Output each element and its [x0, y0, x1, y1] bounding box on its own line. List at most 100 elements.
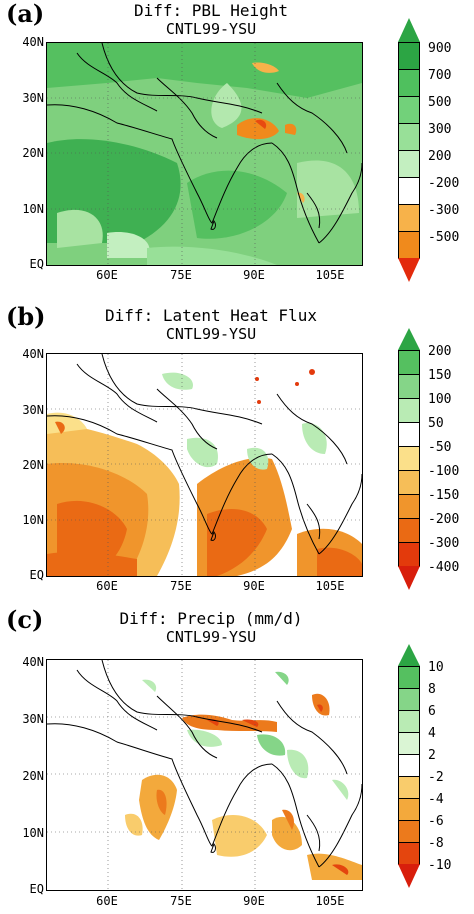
y-tick-label: 40N	[22, 347, 44, 361]
y-tick-label: EQ	[29, 568, 44, 582]
colorbar-label: 500	[428, 95, 452, 110]
y-tick-label: 10N	[22, 202, 44, 216]
colorbar-label: 100	[428, 392, 452, 407]
panel-title: Diff: Latent Heat Flux	[105, 306, 317, 325]
colorbar-segment	[398, 842, 420, 865]
colorbar-segment	[398, 798, 420, 821]
colorbar-label: 8	[428, 682, 436, 697]
panel-subtitle: CNTL99-YSU	[165, 20, 257, 38]
y-tick-label: 30N	[22, 712, 44, 726]
x-tick-label: 75E	[170, 894, 192, 908]
colorbar-segment	[398, 446, 420, 471]
y-tick-label: 40N	[22, 655, 44, 669]
colorbar	[398, 328, 420, 618]
colorbar-label: -6	[428, 814, 444, 829]
colorbar-segment	[398, 470, 420, 495]
y-tick-label: EQ	[29, 257, 44, 271]
colorbar-label: -100	[428, 464, 460, 479]
colorbar-label: -400	[428, 560, 460, 575]
x-tick-label: 60E	[96, 268, 118, 282]
x-tick-label: 60E	[96, 579, 118, 593]
colorbar-segment	[398, 518, 420, 543]
x-tick-label: 75E	[170, 579, 192, 593]
colorbar-segment	[398, 96, 420, 124]
map-field	[47, 660, 362, 890]
colorbar-label: -150	[428, 488, 460, 503]
colorbar-label: -200	[428, 512, 460, 527]
colorbar-label: 4	[428, 726, 436, 741]
colorbar-segment	[398, 542, 420, 567]
colorbar-segment	[398, 776, 420, 799]
y-tick-label: 30N	[22, 91, 44, 105]
x-tick-label: 105E	[315, 894, 345, 908]
colorbar-segment	[398, 231, 420, 259]
colorbar-segment	[398, 820, 420, 843]
panel-subtitle: CNTL99-YSU	[165, 628, 257, 646]
colorbar-label: -300	[428, 536, 460, 551]
y-tick-label: 20N	[22, 769, 44, 783]
colorbar-segment	[398, 710, 420, 733]
x-tick-label: 105E	[315, 579, 345, 593]
colorbar-segment	[398, 732, 420, 755]
y-tick-label: 30N	[22, 403, 44, 417]
colorbar-bottom-arrow	[398, 258, 420, 282]
panel-subtitle: CNTL99-YSU	[165, 325, 257, 343]
x-tick-label: 90E	[243, 268, 265, 282]
x-tick-label: 105E	[315, 268, 345, 282]
colorbar	[398, 18, 420, 303]
colorbar-segment	[398, 150, 420, 178]
colorbar-label: 150	[428, 368, 452, 383]
colorbar-segment	[398, 374, 420, 399]
x-tick-label: 90E	[243, 894, 265, 908]
colorbar-segment	[398, 350, 420, 375]
colorbar-segment	[398, 494, 420, 519]
y-tick-label: EQ	[29, 882, 44, 896]
colorbar-label: 300	[428, 122, 452, 137]
colorbar-top-arrow	[398, 644, 420, 666]
colorbar-label: -200	[428, 176, 460, 191]
x-tick-label: 90E	[243, 579, 265, 593]
y-tick-label: 40N	[22, 35, 44, 49]
x-tick-label: 75E	[170, 268, 192, 282]
panel-title: Diff: PBL Height	[133, 1, 289, 20]
colorbar-segment	[398, 666, 420, 689]
panel-label: (c)	[6, 605, 44, 634]
colorbar-label: -8	[428, 836, 444, 851]
colorbar-segment	[398, 42, 420, 70]
panel-b: (b) Diff: Latent Heat Flux CNTL99-YSU	[0, 303, 474, 603]
y-tick-label: 20N	[22, 458, 44, 472]
colorbar-top-arrow	[398, 328, 420, 350]
map-field	[47, 43, 362, 265]
panel-title: Diff: Precip (mm/d)	[119, 609, 303, 628]
map-frame	[46, 659, 363, 891]
map-frame	[46, 353, 363, 577]
x-tick-label: 60E	[96, 894, 118, 908]
colorbar-segment	[398, 177, 420, 205]
y-tick-label: 20N	[22, 146, 44, 160]
y-tick-label: 10N	[22, 826, 44, 840]
colorbar-segment	[398, 204, 420, 232]
colorbar-label: 2	[428, 748, 436, 763]
colorbar-label: -50	[428, 440, 452, 455]
colorbar-top-arrow	[398, 18, 420, 42]
colorbar-segment	[398, 123, 420, 151]
colorbar-label: -300	[428, 203, 460, 218]
colorbar-segment	[398, 398, 420, 423]
colorbar-segment	[398, 688, 420, 711]
colorbar-segment	[398, 69, 420, 97]
map-frame	[46, 42, 363, 266]
colorbar	[398, 644, 420, 914]
colorbar-label: -2	[428, 770, 444, 785]
colorbar-label: 900	[428, 41, 452, 56]
map-field	[47, 354, 362, 576]
colorbar-label: -4	[428, 792, 444, 807]
colorbar-label: 200	[428, 149, 452, 164]
colorbar-label: -500	[428, 230, 460, 245]
panel-label: (b)	[6, 302, 46, 331]
colorbar-label: -10	[428, 858, 452, 873]
colorbar-label: 200	[428, 344, 452, 359]
colorbar-label: 10	[428, 660, 444, 675]
colorbar-label: 700	[428, 68, 452, 83]
colorbar-segment	[398, 422, 420, 447]
colorbar-label: 6	[428, 704, 436, 719]
